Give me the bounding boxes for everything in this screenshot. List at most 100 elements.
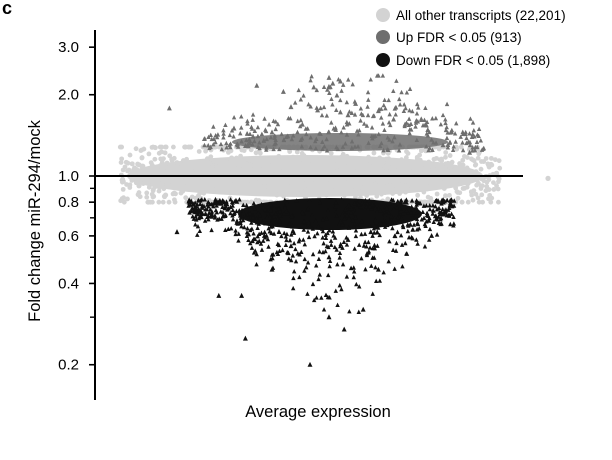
point-all-other — [284, 178, 290, 184]
point-up — [301, 93, 306, 98]
point-all-other — [421, 189, 427, 195]
point-all-other — [146, 184, 152, 190]
point-all-other — [480, 199, 486, 205]
point-up — [328, 84, 333, 90]
point-down — [344, 274, 350, 279]
point-all-other — [208, 154, 214, 160]
point-up — [375, 108, 381, 114]
point-down — [387, 200, 393, 206]
point-all-other — [431, 168, 437, 174]
point-down — [339, 197, 344, 202]
point-all-other — [291, 180, 297, 186]
point-down — [414, 198, 419, 203]
point-down — [364, 200, 370, 206]
point-down — [405, 222, 410, 227]
point-down — [325, 272, 331, 278]
point-all-other — [371, 177, 376, 183]
point-all-other — [382, 179, 388, 184]
point-all-other — [443, 150, 449, 155]
point-all-other — [120, 186, 126, 192]
point-down — [302, 241, 308, 247]
point-down — [212, 213, 218, 218]
point-up — [250, 133, 256, 139]
point-down — [338, 219, 343, 224]
point-all-other — [296, 192, 302, 197]
point-up — [239, 139, 244, 144]
point-all-other — [396, 166, 402, 171]
point-down — [347, 215, 352, 221]
point-all-other — [404, 149, 409, 154]
point-up — [255, 133, 261, 139]
point-up — [325, 87, 330, 92]
point-all-other — [159, 149, 164, 155]
legend-label-all-other: All other transcripts (22,201) — [396, 8, 566, 23]
point-all-other — [374, 193, 380, 199]
point-down — [390, 247, 396, 253]
point-down — [310, 281, 316, 287]
point-down — [421, 203, 427, 208]
point-down — [208, 207, 213, 212]
point-all-other — [183, 176, 189, 182]
point-all-other — [433, 176, 438, 182]
point-up — [424, 131, 430, 136]
point-down — [313, 218, 318, 224]
point-down — [348, 265, 354, 271]
point-all-other — [121, 195, 126, 201]
point-all-other — [355, 167, 360, 173]
point-down — [420, 209, 426, 215]
point-down — [261, 238, 266, 243]
point-up — [344, 99, 350, 105]
point-down — [241, 202, 246, 208]
point-down — [291, 240, 297, 246]
point-up — [380, 73, 386, 78]
point-all-other — [158, 156, 164, 162]
point-all-other — [370, 164, 376, 169]
point-down — [320, 235, 325, 240]
point-up — [252, 138, 257, 144]
point-down — [374, 209, 380, 214]
point-down — [327, 258, 333, 264]
point-all-other — [456, 164, 462, 170]
point-up — [349, 139, 355, 144]
point-up — [298, 97, 304, 102]
point-up — [321, 84, 327, 90]
point-down — [217, 197, 223, 203]
point-down — [377, 232, 382, 238]
point-up — [272, 135, 277, 140]
point-up — [273, 126, 278, 132]
point-all-other — [365, 169, 371, 175]
point-all-other — [416, 178, 421, 184]
point-down — [284, 237, 289, 243]
point-down — [286, 250, 291, 256]
point-all-other — [403, 189, 408, 195]
point-down — [391, 206, 396, 212]
point-all-other — [478, 166, 484, 172]
x-axis-label: Average expression — [245, 403, 391, 421]
point-down — [253, 248, 258, 253]
point-down — [356, 309, 361, 314]
point-down — [203, 211, 209, 217]
point-all-other — [458, 144, 464, 150]
point-up — [272, 141, 277, 147]
point-down — [419, 217, 425, 222]
point-all-other — [459, 199, 465, 205]
point-down — [367, 204, 373, 209]
point-up — [329, 120, 334, 125]
point-up — [396, 148, 402, 153]
point-down — [380, 218, 386, 223]
point-down — [427, 226, 433, 232]
point-all-other — [256, 149, 262, 155]
point-down — [236, 238, 241, 243]
point-down — [399, 215, 404, 221]
point-up — [345, 112, 351, 118]
point-down — [393, 248, 399, 253]
point-all-other — [453, 185, 459, 191]
point-down — [309, 212, 315, 218]
point-up — [213, 139, 218, 145]
point-down — [323, 232, 328, 237]
point-down — [289, 257, 294, 263]
point-up — [445, 145, 451, 150]
point-up — [353, 100, 359, 106]
point-up — [339, 88, 344, 93]
point-down — [447, 200, 453, 206]
